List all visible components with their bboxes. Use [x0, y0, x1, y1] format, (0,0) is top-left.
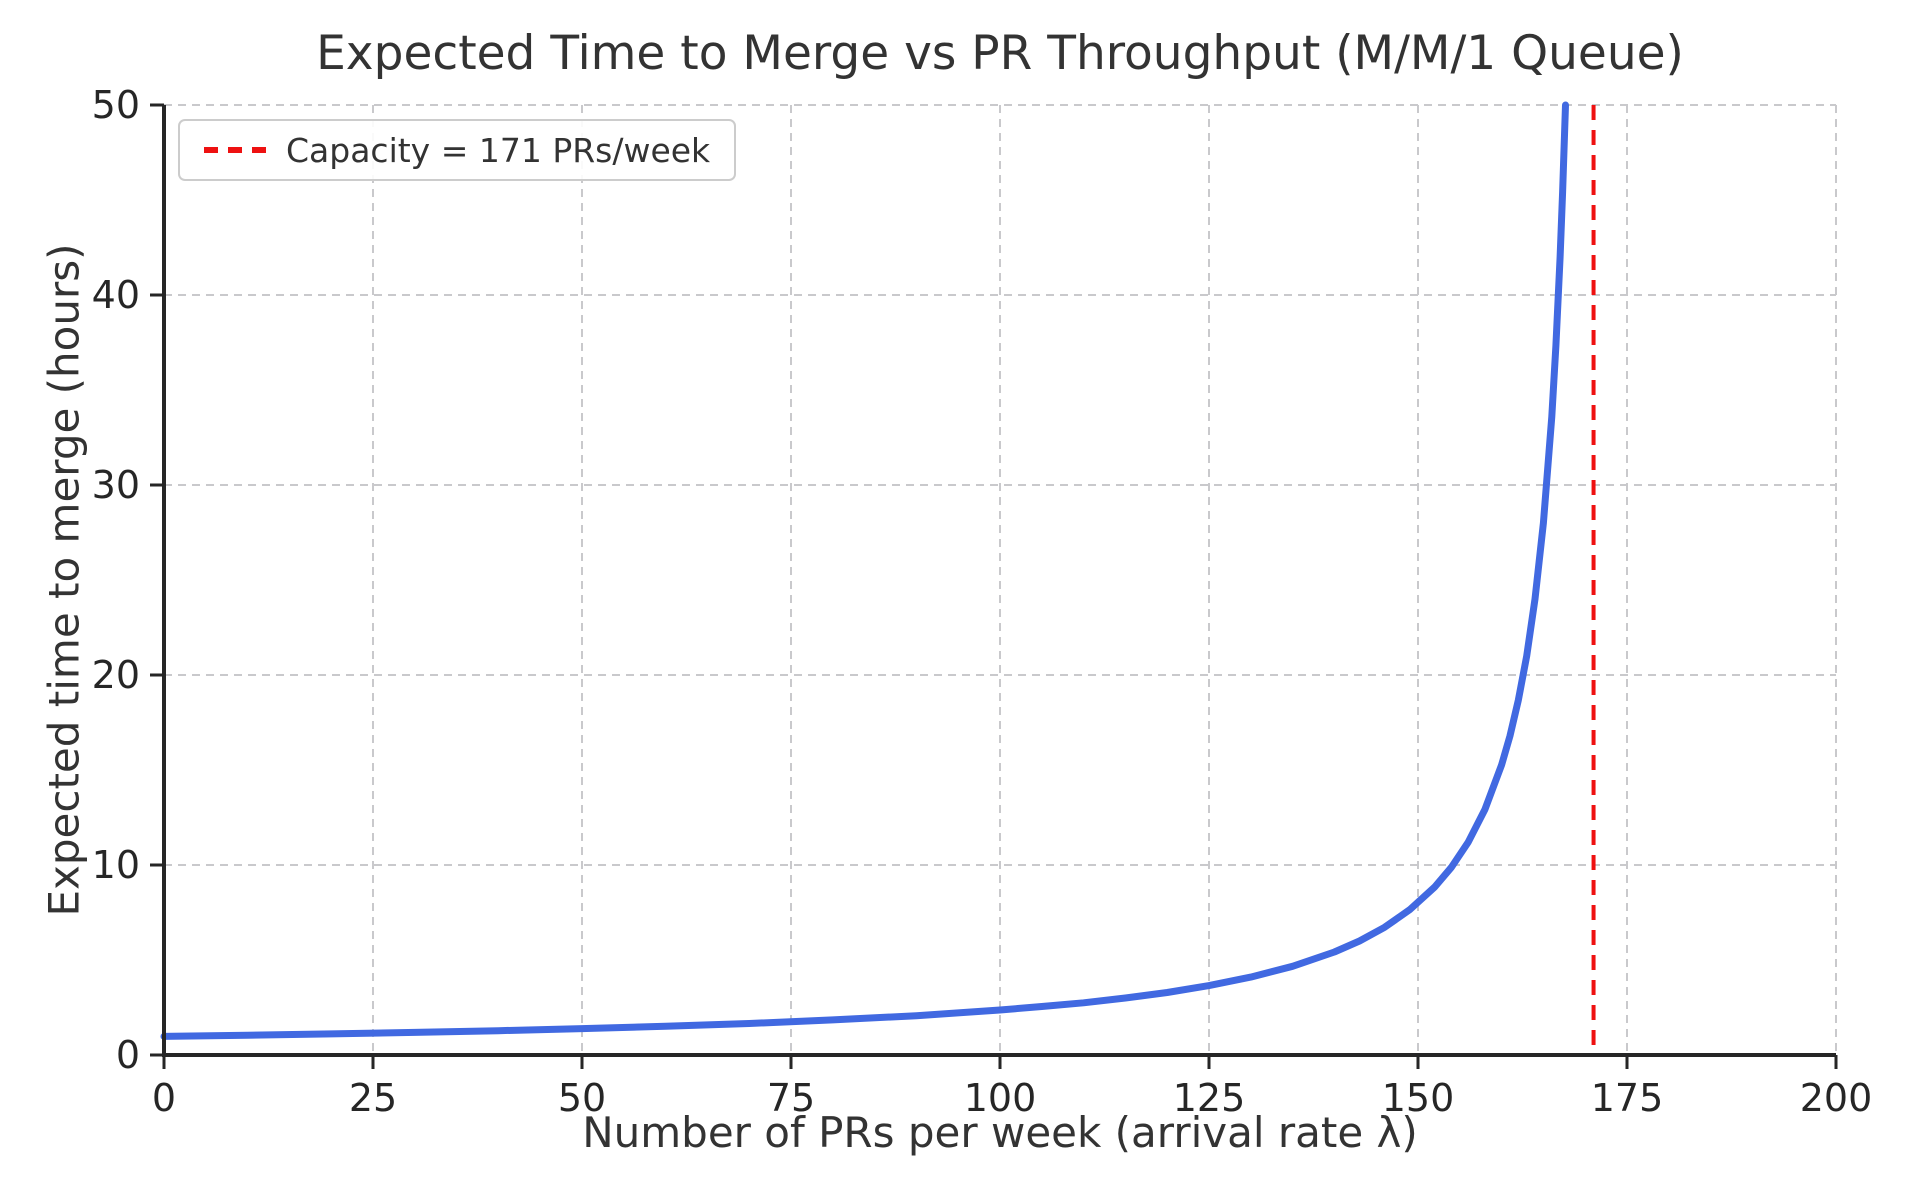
- y-tick-label: 10: [92, 843, 140, 887]
- x-tick-label: 200: [1800, 1076, 1873, 1120]
- x-tick-label: 0: [152, 1076, 176, 1120]
- y-tick-label: 50: [92, 83, 140, 127]
- y-tick-label: 30: [92, 463, 140, 507]
- y-tick-label: 20: [92, 653, 140, 697]
- chart-title: Expected Time to Merge vs PR Throughput …: [316, 26, 1684, 81]
- x-tick-label: 75: [767, 1076, 815, 1120]
- capacity-dashed-line-swatch-icon: [204, 147, 266, 153]
- merge-time-curve: [160, 101, 1569, 1040]
- x-tick-label: 125: [1173, 1076, 1246, 1120]
- x-tick-label: 100: [964, 1076, 1037, 1120]
- x-tick-label: 150: [1382, 1076, 1455, 1120]
- x-axis-label: Number of PRs per week (arrival rate λ): [582, 1108, 1418, 1157]
- x-tick-label: 50: [558, 1076, 606, 1120]
- legend: Capacity = 171 PRs/week: [178, 119, 737, 181]
- y-tick-label: 40: [92, 273, 140, 317]
- x-tick-label: 25: [349, 1076, 397, 1120]
- y-tick-label: 0: [116, 1033, 140, 1077]
- x-tick-label: 175: [1591, 1076, 1664, 1120]
- legend-label: Capacity = 171 PRs/week: [286, 130, 711, 170]
